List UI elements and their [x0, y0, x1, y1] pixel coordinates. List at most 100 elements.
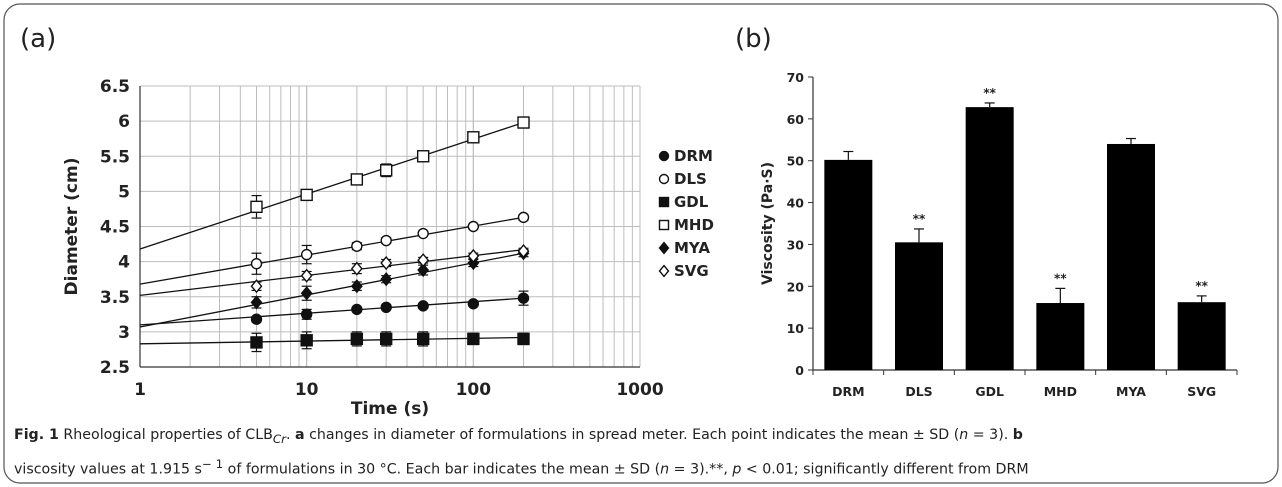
- data-point: [417, 262, 430, 278]
- data-point: [658, 196, 670, 208]
- bar-svg: [1177, 302, 1226, 370]
- data-point: [517, 243, 530, 259]
- legend-label-svg: SVG: [674, 262, 709, 280]
- legend-label-mya: MYA: [674, 239, 710, 257]
- data-point: [417, 300, 429, 312]
- x-tick-label: MHD: [1044, 384, 1077, 399]
- data-point: [300, 308, 313, 321]
- data-point: [467, 298, 480, 310]
- fit-line: [139, 252, 524, 328]
- data-point: [658, 264, 670, 278]
- y-axis-label: Viscosity (Pa·S): [760, 162, 776, 285]
- data-point: [350, 279, 363, 294]
- y-tick-label: 4.5: [100, 218, 130, 238]
- significance-label: **: [1054, 271, 1067, 285]
- data-point: [658, 241, 670, 255]
- data-point: [300, 268, 313, 283]
- data-point: [300, 334, 313, 347]
- x-tick-label: MYA: [1116, 384, 1146, 399]
- fit-line: [139, 216, 524, 285]
- panel-label-a: (a): [20, 24, 57, 54]
- y-tick-label: 5: [118, 182, 130, 202]
- data-point: [517, 211, 530, 224]
- y-tick-label: 6: [118, 112, 130, 132]
- caption-p: p: [732, 461, 742, 478]
- series-dls: DLS: [139, 170, 707, 285]
- caption-text-2: .: [285, 427, 295, 443]
- y-tick-label: 2.5: [100, 358, 130, 378]
- caption-superscript: − 1: [201, 456, 224, 471]
- data-point: [467, 248, 480, 264]
- caption-fig-label: Fig. 1: [14, 427, 59, 443]
- y-axis-label: Diameter (cm): [62, 158, 82, 296]
- data-point: [379, 332, 393, 346]
- caption-text-4: = 3).: [968, 427, 1013, 443]
- fit-line: [139, 121, 524, 250]
- bar-mhd: [1036, 303, 1085, 370]
- y-tick-label: 5.5: [100, 147, 130, 167]
- caption-label-a: a: [295, 427, 305, 443]
- data-point: [417, 227, 429, 240]
- fit-line: [139, 336, 524, 345]
- caption-subscript: Cr: [272, 431, 286, 446]
- data-point: [350, 261, 363, 276]
- significance-label: **: [1195, 279, 1208, 293]
- x-tick-label: DRM: [832, 384, 864, 399]
- y-tick-label: 0: [795, 363, 804, 378]
- fit-line: [139, 297, 524, 326]
- caption-text-5: viscosity values at 1.915 s: [14, 461, 202, 478]
- x-tick-label: 100: [456, 380, 492, 400]
- data-point: [300, 248, 313, 261]
- x-axis-label: Time (s): [351, 399, 429, 419]
- significance-label: **: [913, 212, 926, 226]
- y-tick-label: 30: [787, 237, 805, 252]
- data-point: [350, 332, 364, 346]
- caption-text-3: changes in diameter of formulations in s…: [304, 427, 960, 443]
- data-point: [416, 332, 430, 346]
- data-point: [351, 303, 363, 316]
- fit-line: [139, 249, 524, 296]
- x-tick-label: 10: [295, 380, 319, 400]
- data-point: [250, 279, 263, 294]
- data-point: [416, 150, 430, 163]
- series-mya: MYA: [139, 239, 710, 328]
- figure-caption: Fig. 1 Rheological properties of CLBCr. …: [14, 423, 1264, 483]
- x-tick-label: SVG: [1187, 384, 1216, 399]
- x-tick-label: 1000: [616, 380, 663, 400]
- y-tick-label: 10: [787, 321, 805, 336]
- caption-n2: n: [660, 461, 670, 478]
- data-point: [467, 220, 480, 233]
- series-gdl: GDL: [139, 193, 709, 353]
- y-tick-label: 60: [787, 112, 805, 127]
- y-tick-label: 20: [787, 279, 805, 294]
- caption-text-6: of formulations in 30 °C. Each bar indic…: [223, 461, 661, 478]
- data-point: [350, 173, 364, 186]
- y-tick-label: 6.5: [100, 77, 130, 97]
- caption-text-1: Rheological properties of CLB: [58, 427, 273, 443]
- series-svg: SVG: [139, 243, 709, 296]
- data-point: [250, 200, 263, 214]
- data-point: [250, 313, 263, 325]
- panel-label-b: (b): [735, 24, 772, 54]
- caption-text-8: < 0.01; significantly different from DRM: [741, 461, 1029, 478]
- data-point: [380, 234, 392, 247]
- data-point: [658, 219, 670, 231]
- bar-mya: [1107, 143, 1155, 370]
- y-tick-label: 50: [787, 154, 805, 169]
- caption-n1: n: [959, 427, 969, 443]
- bar-drm: [824, 159, 873, 370]
- data-point: [380, 301, 392, 313]
- data-point: [517, 116, 530, 129]
- y-tick-label: 3.5: [100, 288, 130, 308]
- caption-text-7: = 3).**,: [669, 461, 733, 478]
- y-tick-label: 4: [118, 253, 130, 273]
- data-point: [250, 258, 263, 270]
- x-tick-label: DLS: [905, 384, 932, 399]
- y-tick-label: 3: [118, 323, 130, 343]
- bar-gdl: [965, 107, 1014, 370]
- data-point: [300, 286, 313, 301]
- y-tick-label: 40: [787, 196, 805, 211]
- x-tick-label: 1: [134, 380, 146, 400]
- data-point: [467, 332, 480, 346]
